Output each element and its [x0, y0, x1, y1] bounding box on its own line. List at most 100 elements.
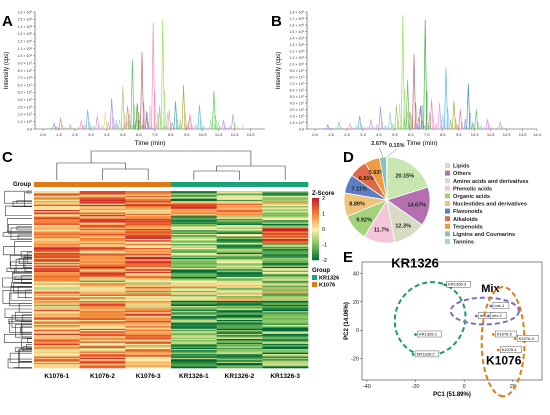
heatmap-cell — [34, 338, 80, 341]
y-tick-label: 1.1 × 10⁸ — [17, 47, 32, 51]
heatmap-cell — [34, 261, 80, 264]
heatmap-cell — [171, 260, 217, 263]
pie-legend-label: Lipids — [453, 164, 469, 170]
heatmap-cell — [79, 215, 126, 217]
heatmap-cell — [262, 244, 309, 246]
heatmap-cell — [79, 304, 126, 307]
pie-legend-swatch — [445, 185, 450, 191]
heatmap-cell — [125, 251, 172, 254]
heatmap-cell — [34, 351, 80, 354]
heatmap-cell — [262, 202, 309, 204]
heatmap-cell — [216, 350, 263, 352]
zscore-tick-label: -2 — [322, 258, 327, 264]
heatmap-cell — [262, 341, 309, 344]
chromatogram-minor-peak — [495, 127, 499, 130]
heatmap-cell — [216, 340, 263, 342]
heatmap-cell — [216, 273, 263, 275]
heatmap-cell — [216, 255, 263, 258]
heatmap-cell — [125, 341, 172, 344]
zscore-gradient-step — [312, 219, 319, 222]
heatmap-cell — [34, 197, 80, 199]
chromatogram-peak — [368, 119, 373, 130]
heatmap-cell — [262, 338, 309, 341]
heatmap-cell — [171, 204, 217, 207]
chromatogram-peak — [474, 109, 479, 130]
heatmap-cell — [79, 365, 126, 368]
heatmap-cell — [216, 251, 263, 254]
heatmap-cell — [34, 303, 80, 306]
heatmap-cell — [262, 237, 309, 240]
heatmap-cell — [34, 280, 80, 283]
heatmap-cell — [216, 261, 263, 264]
heatmap-cell — [34, 359, 80, 361]
heatmap-cell — [79, 263, 126, 265]
heatmap-cell — [171, 288, 217, 290]
row-dendrogram-branch — [27, 337, 32, 343]
heatmap-cell — [79, 216, 126, 218]
heatmap-cell — [262, 332, 309, 335]
chromatogram-minor-peak — [111, 126, 115, 130]
chromatogram-minor-peak — [163, 90, 167, 130]
heatmap-cell — [171, 245, 217, 247]
row-dendrogram-branch — [2, 290, 32, 304]
y-tick-label: 9.0 × 10⁷ — [18, 61, 33, 65]
zscore-gradient-step — [312, 201, 319, 203]
chromatogram-minor-peak — [132, 104, 136, 130]
heatmap-cell — [125, 337, 172, 340]
heatmap-cell — [216, 260, 263, 263]
heatmap-cell — [171, 239, 217, 241]
heatmap-cell — [125, 217, 172, 220]
heatmap-cell — [262, 283, 309, 285]
heatmap-cell — [125, 197, 172, 199]
heatmap-cell — [34, 279, 80, 282]
heatmap-cell — [216, 235, 263, 237]
heatmap-cell — [262, 230, 309, 232]
x-tick-label: 10.5 — [471, 132, 480, 137]
heatmap-cell — [171, 223, 217, 226]
zscore-gradient-step — [312, 215, 319, 217]
heatmap-cell — [125, 245, 172, 247]
heatmap-cell — [34, 251, 80, 254]
y-axis-title: PC2 (14.06%) — [344, 302, 350, 340]
heatmap-cell — [34, 325, 80, 327]
column-dendrogram-branch — [56, 162, 126, 180]
heatmap-cell — [79, 227, 126, 230]
pca-point — [487, 314, 490, 318]
heatmap-cell — [262, 255, 309, 258]
heatmap-cell — [216, 292, 263, 294]
heatmap-cell — [262, 349, 309, 351]
heatmap-cell — [34, 350, 80, 352]
chromatogram-minor-peak — [405, 111, 409, 130]
zscore-gradient-step — [312, 229, 319, 231]
heatmap-cell — [34, 322, 80, 325]
x-tick-label: -20 — [412, 384, 420, 390]
heatmap-cell — [34, 246, 80, 249]
heatmap-cell — [79, 271, 126, 274]
heatmap-cell — [125, 226, 172, 228]
heatmap-cell — [216, 306, 263, 308]
heatmap-cell — [216, 282, 263, 284]
heatmap-cell — [216, 298, 263, 301]
heatmap-cell — [125, 276, 172, 279]
row-dendrogram-branch — [9, 292, 32, 307]
zscore-gradient-step — [312, 211, 319, 214]
pca-point — [496, 348, 500, 352]
heatmap-cell — [171, 362, 217, 365]
heatmap-cell — [34, 275, 80, 278]
column-dendrogram-branch — [193, 170, 240, 180]
heatmap-cell — [125, 271, 172, 274]
pie-legend-label: Alkaloids — [453, 217, 478, 223]
heatmap-column-label: K1076-3 — [136, 373, 161, 380]
pie-legend-label: Others — [453, 171, 471, 177]
heatmap-cell — [171, 270, 217, 273]
heatmap-cell — [171, 319, 217, 322]
chromatogram-minor-peak — [175, 119, 179, 130]
heatmap-cell — [262, 227, 309, 230]
heatmap-cell — [79, 204, 126, 207]
heatmap-cell — [171, 350, 217, 352]
heatmap-cell — [34, 276, 80, 279]
heatmap-cell — [34, 194, 80, 197]
heatmap-cell — [216, 218, 263, 221]
heatmap-cell — [262, 304, 309, 307]
heatmap-cell — [34, 244, 80, 246]
